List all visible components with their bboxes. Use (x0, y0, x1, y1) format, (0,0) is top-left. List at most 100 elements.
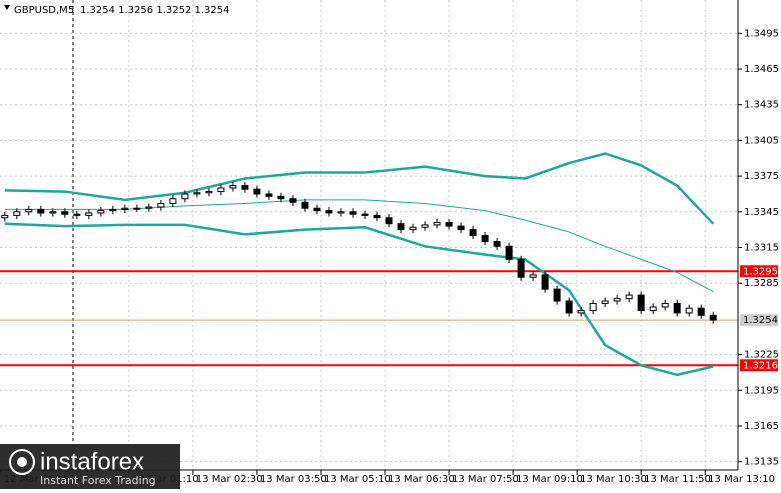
y-tick-label: 1.3285 (744, 278, 779, 289)
band-line (4, 152, 715, 225)
candle-body (529, 274, 537, 278)
y-tick-label: 1.3375 (744, 171, 779, 182)
candle-body (37, 208, 45, 214)
x-tick-label: 13 Mar 13:10 (708, 474, 775, 485)
candle-body (1, 214, 9, 219)
candle-body (229, 185, 237, 189)
y-tick-label: 1.3165 (744, 421, 779, 432)
candle-body (217, 187, 225, 193)
candle-body (637, 294, 645, 312)
candle-body (49, 211, 57, 214)
candle-body (253, 188, 261, 195)
x-tick-label: 13 Mar 05:10 (324, 474, 391, 485)
candle-body (133, 207, 141, 210)
candle-body (397, 223, 405, 231)
x-tick-label: 13 Mar 03:50 (260, 474, 327, 485)
candle-body (625, 294, 633, 300)
x-tick-label: 13 Mar 06:30 (388, 474, 455, 485)
logo-icon-dot (17, 457, 27, 467)
candle-body (277, 195, 285, 200)
y-tick-label: 1.3495 (744, 28, 779, 39)
candle-body (241, 185, 249, 190)
x-tick-label: 13 Mar 09:10 (516, 474, 583, 485)
logo-icon (9, 449, 35, 475)
title-arrow (4, 5, 10, 10)
candle-body (385, 217, 393, 225)
x-tick-label: 13 Mar 11:50 (644, 474, 711, 485)
candle-body (505, 245, 513, 260)
candle-body (193, 192, 201, 195)
candle-body (481, 235, 489, 243)
logo-bg (0, 444, 180, 489)
grid (0, 0, 738, 470)
candle-body (289, 198, 297, 203)
logo: instaforex Instant Forex Trading (0, 444, 180, 489)
candle-body (157, 202, 165, 208)
ohlc-header: 1.3254 1.3256 1.3252 1.3254 (80, 5, 230, 16)
y-tick-label: 1.3225 (744, 350, 779, 361)
y-tick-label: 1.3465 (744, 64, 779, 75)
level-label: 1.3216 (743, 360, 778, 371)
y-tick-label: 1.3195 (744, 385, 779, 396)
candle-body (349, 211, 357, 215)
candle-body (265, 193, 273, 197)
candle-body (457, 225, 465, 231)
x-tick-label: 13 Mar 02:30 (196, 474, 263, 485)
candle-body (61, 211, 69, 215)
candle-body (421, 224, 429, 228)
y-tick-label: 1.3405 (744, 135, 779, 146)
candle-body (97, 210, 105, 214)
chart-title: GBPUSD,M5 (14, 5, 74, 16)
candle-body (169, 198, 177, 204)
y-tick-label: 1.3435 (744, 100, 779, 111)
y-tick-label: 1.3135 (744, 457, 779, 468)
candle-body (613, 298, 621, 302)
plot (0, 152, 738, 377)
level-label-bg (740, 359, 778, 372)
candle-body (325, 210, 333, 214)
candle-body (109, 208, 117, 212)
level-label: 1.3254 (743, 315, 778, 326)
candle-body (493, 241, 501, 247)
logo-brand: instaforex (40, 448, 144, 475)
y-tick-label: 1.3315 (744, 242, 779, 253)
band-line (4, 222, 714, 377)
logo-tagline: Instant Forex Trading (40, 474, 156, 487)
candle-body (145, 206, 153, 209)
candle-body (25, 208, 33, 213)
candle-body (577, 310, 585, 314)
candle-body (553, 288, 561, 302)
candle-body (697, 307, 705, 316)
level-label: 1.3295 (743, 266, 778, 277)
x-tick-label: 13 Mar 07:50 (452, 474, 519, 485)
candle-body (73, 213, 81, 216)
candle-body (445, 222, 453, 227)
candle-body (469, 229, 477, 237)
candle-body (337, 211, 345, 214)
candle-body (361, 213, 369, 216)
candle-body (85, 212, 93, 216)
candle-body (565, 300, 573, 314)
candle-body (541, 274, 549, 290)
candle-body (409, 226, 417, 231)
candle-body (181, 193, 189, 200)
band-line (4, 199, 714, 292)
x-tick-label: 13 Mar 10:30 (580, 474, 647, 485)
candle-body (13, 211, 21, 216)
candle-body (685, 307, 693, 314)
candle-body (313, 207, 321, 212)
candle-body (205, 191, 213, 194)
candle-body (373, 214, 381, 219)
candle-body (121, 207, 129, 210)
y-tick-label: 1.3345 (744, 207, 779, 218)
candle-body (517, 258, 525, 278)
level-label-bg (740, 314, 778, 327)
candle-body (301, 201, 309, 209)
candle-body (433, 222, 441, 226)
level-label-bg (740, 265, 778, 278)
candle-body (589, 302, 597, 312)
candle-body (673, 302, 681, 314)
candle-body (601, 300, 609, 304)
